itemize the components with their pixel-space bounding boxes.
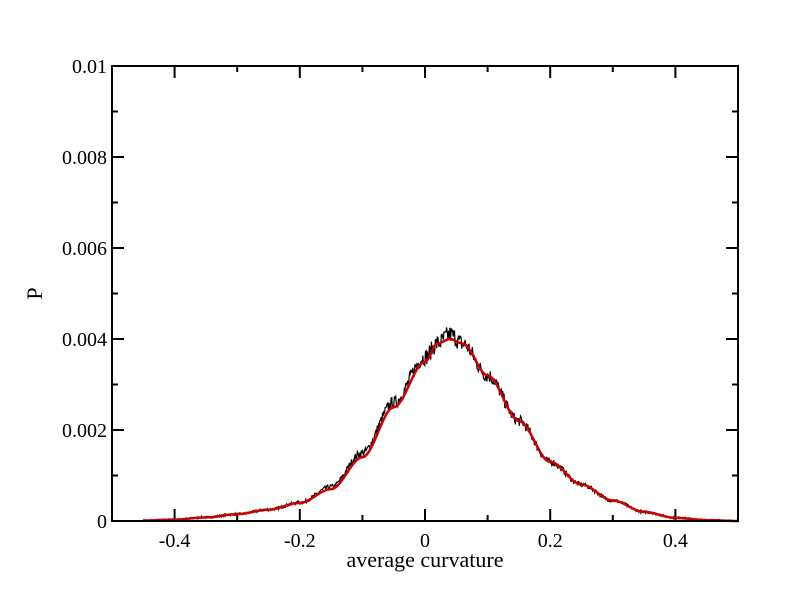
plot-frame — [111, 65, 739, 522]
tick-labels: -0.4 -0.2 0 0.2 0.4 0 0.002 0.004 0.006 0.008 0.01 — [62, 56, 688, 552]
y-tick-label: 0 — [97, 511, 107, 533]
x-axis-label: average curvature — [347, 547, 504, 572]
x-tick-label: 0.4 — [663, 530, 688, 552]
series-layer — [142, 327, 739, 523]
y-tick-label: 0.01 — [72, 56, 107, 78]
y-tick-label: 0.002 — [62, 420, 107, 442]
x-tick-label: 0 — [420, 530, 430, 552]
series-fit-line — [143, 337, 739, 523]
x-tick-label: 0.2 — [538, 530, 563, 552]
y-axis-label: P — [22, 287, 47, 299]
y-tick-label: 0.004 — [62, 329, 107, 351]
x-tick-label: -0.4 — [159, 530, 191, 552]
x-tick-label: -0.2 — [284, 530, 316, 552]
y-tick-label: 0.008 — [62, 147, 107, 169]
y-tick-label: 0.006 — [62, 238, 107, 260]
